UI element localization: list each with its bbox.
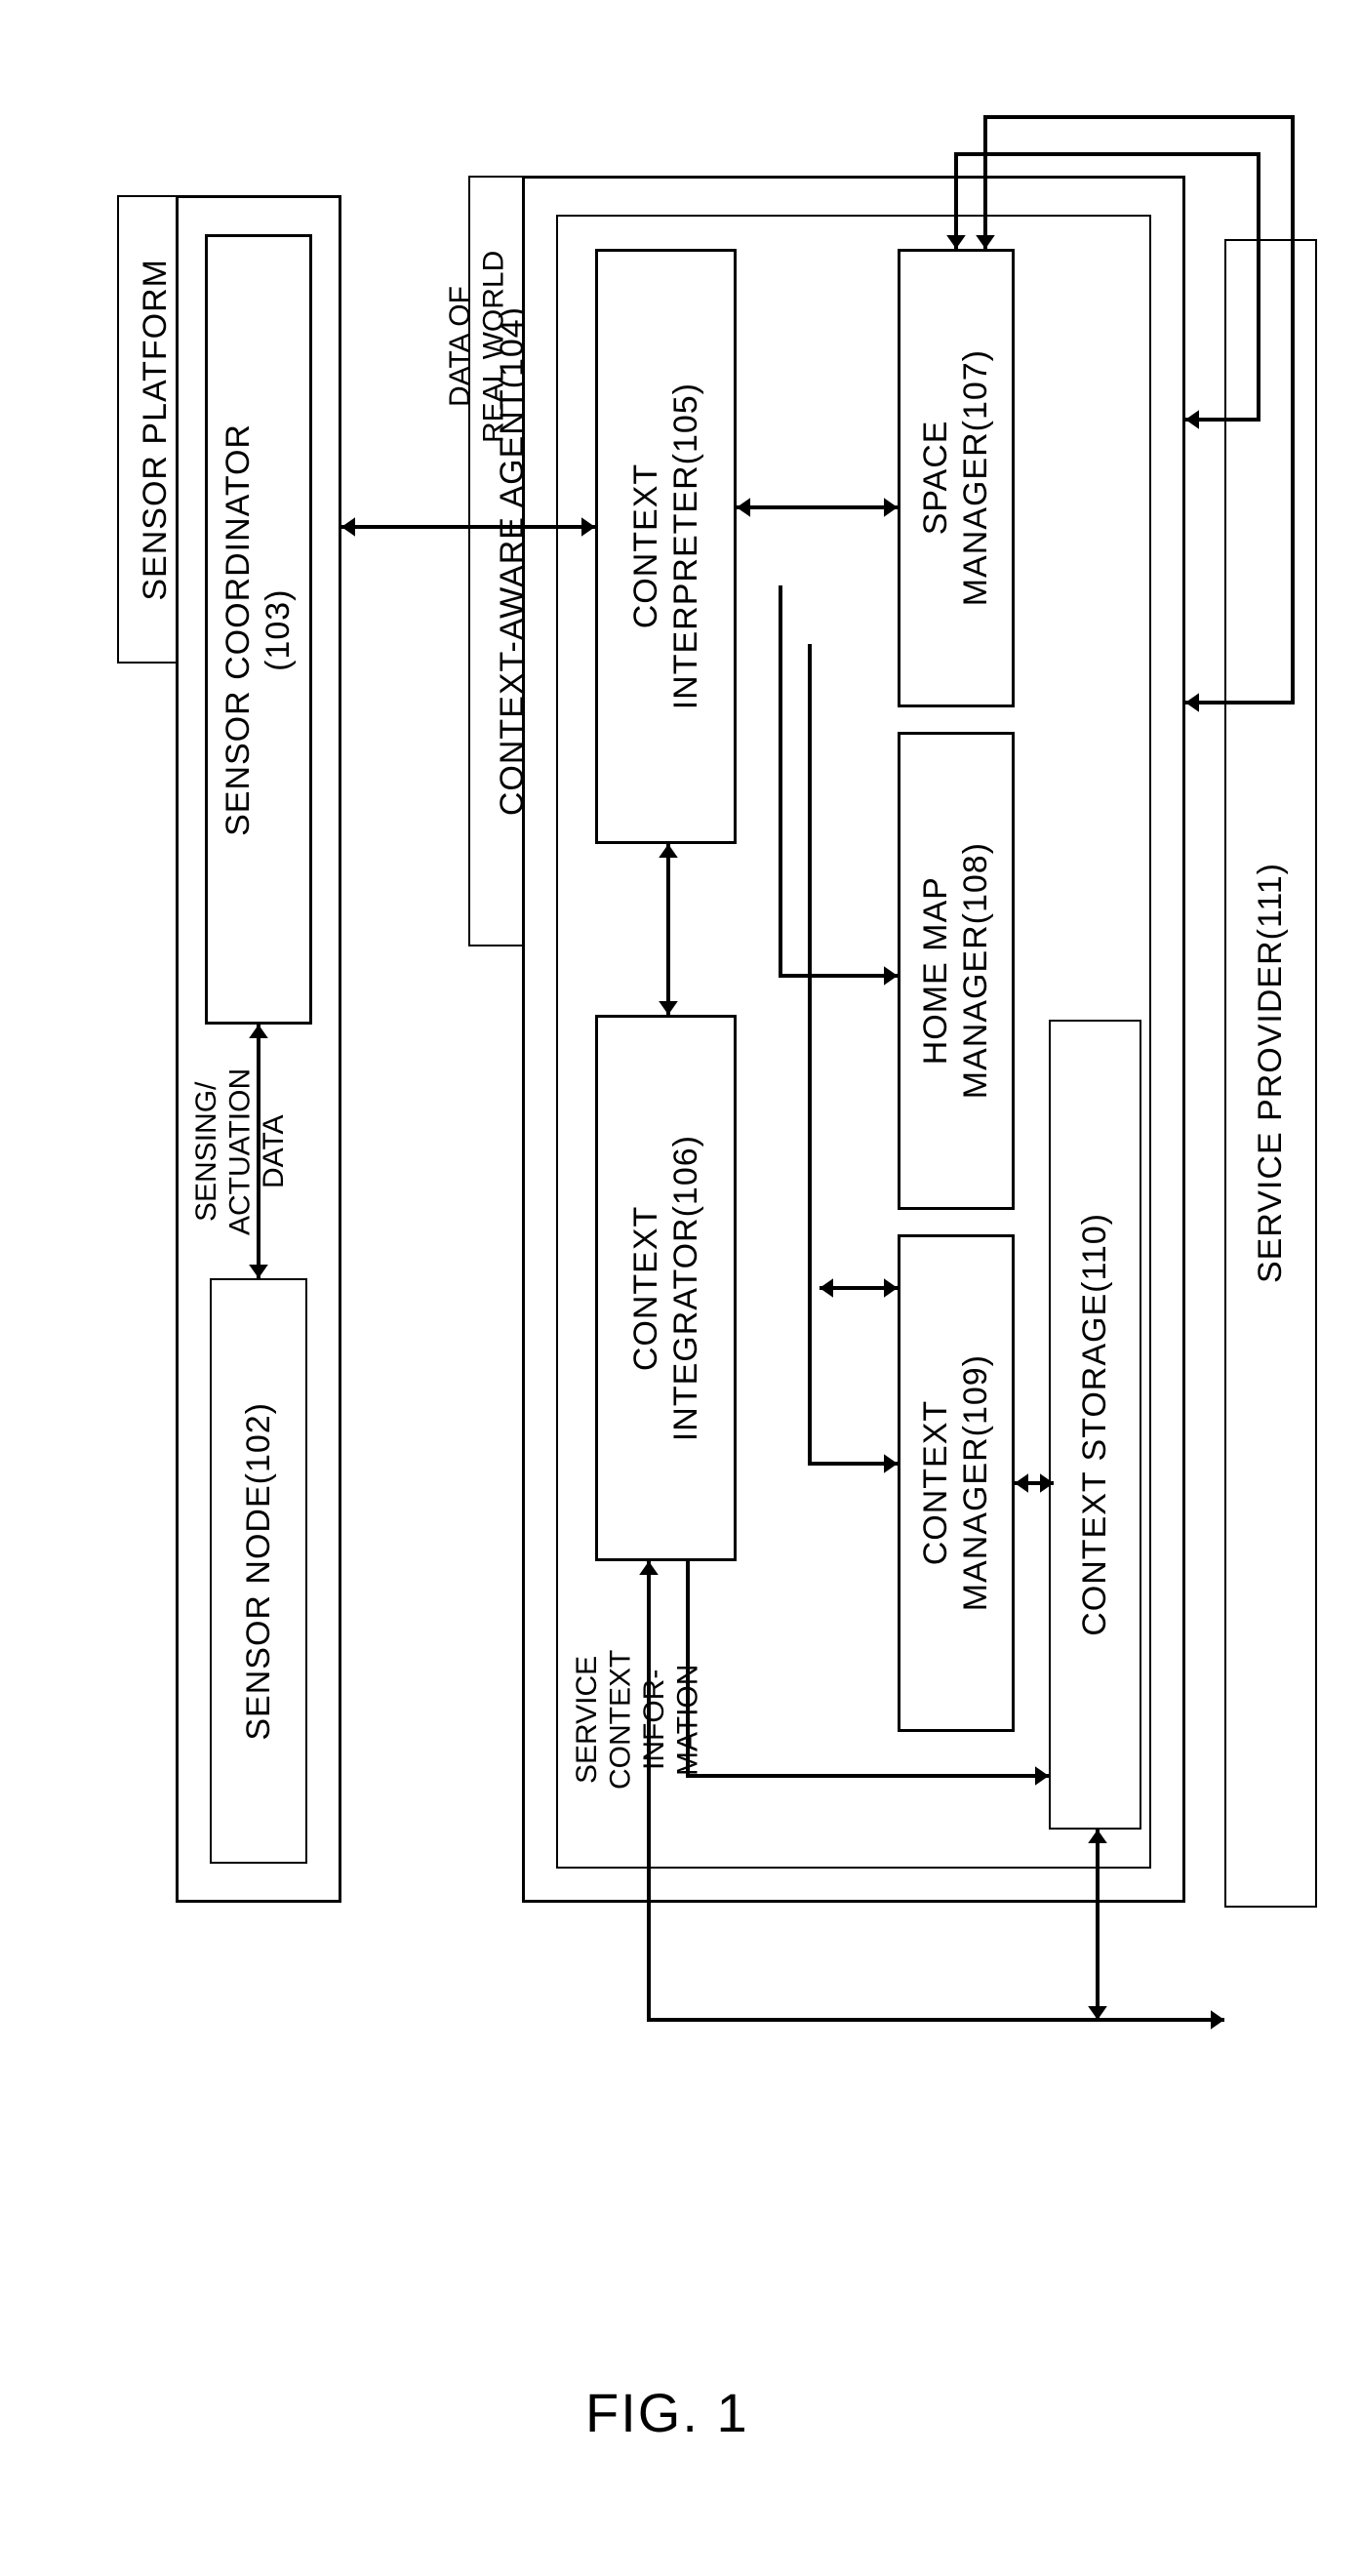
context-manager-text: CONTEXT MANAGER(109) [916, 1354, 996, 1611]
sensing-actuation-label: SENSING/ ACTUATION DATA [190, 1034, 292, 1268]
service-context-info-label: SERVICE CONTEXT INFOR- MATION [571, 1586, 705, 1854]
service-provider-box: SERVICE PROVIDER(111) [1224, 239, 1317, 1908]
context-storage-text: CONTEXT STORAGE(110) [1075, 1213, 1115, 1636]
context-manager-box: CONTEXT MANAGER(109) [898, 1234, 1015, 1732]
service-provider-text: SERVICE PROVIDER(111) [1251, 863, 1291, 1283]
space-manager-text: SPACE MANAGER(107) [916, 349, 996, 606]
context-integrator-text: CONTEXT INTEGRATOR(106) [626, 1135, 706, 1441]
sensor-node-text: SENSOR NODE(102) [239, 1402, 279, 1741]
space-manager-box: SPACE MANAGER(107) [898, 249, 1015, 707]
context-integrator-box: CONTEXT INTEGRATOR(106) [595, 1015, 737, 1561]
context-storage-box: CONTEXT STORAGE(110) [1049, 1020, 1141, 1830]
figure-label: FIG. 1 [585, 2381, 749, 2444]
sensor-coordinator-text: SENSOR COORDINATOR (103) [219, 423, 299, 836]
diagram-canvas: SENSOR PLATFORM (101) SENSOR COORDINATOR… [39, 39, 1321, 2537]
sensor-node-box: SENSOR NODE(102) [210, 1278, 307, 1864]
context-interpreter-text: CONTEXT INTERPRETER(105) [626, 382, 706, 709]
data-real-world-label: DATA OF REAL WORLD [444, 234, 511, 459]
home-map-manager-text: HOME MAP MANAGER(108) [916, 842, 996, 1099]
sensor-coordinator-box: SENSOR COORDINATOR (103) [205, 234, 312, 1025]
home-map-manager-box: HOME MAP MANAGER(108) [898, 732, 1015, 1210]
context-interpreter-box: CONTEXT INTERPRETER(105) [595, 249, 737, 844]
